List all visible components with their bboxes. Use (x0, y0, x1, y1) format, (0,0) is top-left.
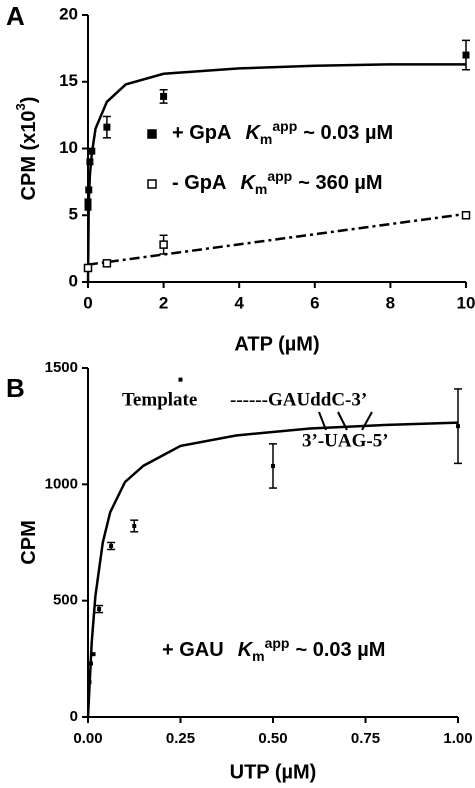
data-point (160, 92, 168, 100)
legend-name: + GpA (172, 122, 231, 144)
data-point (102, 259, 112, 268)
data-point (86, 158, 94, 166)
x-tick-label: 0.25 (166, 730, 195, 747)
data-point (88, 147, 96, 155)
km-sub: m (260, 131, 272, 147)
km-symbol: K (245, 122, 261, 144)
data-point (461, 211, 471, 220)
x-tick-label: 6 (310, 293, 319, 312)
panel-label: B (6, 373, 25, 403)
data-point (103, 123, 111, 131)
data-point (462, 51, 470, 59)
data-point (88, 661, 93, 666)
km-value: ~ 0.03 µM (303, 122, 393, 144)
x-axis-label: UTP (µM) (230, 761, 317, 783)
y-axis-label-sup: 3 (13, 103, 28, 110)
data-point (91, 652, 96, 657)
x-tick-label: 0.50 (258, 730, 287, 747)
y-tick-label: 5 (69, 205, 78, 224)
legend-name: - GpA (172, 172, 226, 194)
panel-label: A (6, 1, 25, 31)
data-point (83, 263, 93, 273)
y-tick-label: 20 (59, 4, 78, 23)
km-symbol: K (238, 639, 254, 661)
y-tick-label: 0 (69, 271, 78, 290)
data-point (271, 463, 275, 468)
x-tick-label: 0 (83, 293, 92, 312)
km-sup: app (267, 168, 292, 184)
km-value: ~ 360 µM (298, 172, 382, 194)
y-axis-label-end: ) (18, 97, 40, 104)
legend-entry: + GAU Kmapp ~ 0.03 µM (162, 635, 385, 664)
legend-entry: + GpA Kmapp ~ 0.03 µM (172, 118, 393, 147)
fit-curve (87, 212, 467, 266)
data-point (456, 424, 460, 429)
y-tick-label: 15 (59, 71, 78, 90)
data-point (87, 680, 92, 685)
x-tick-label: 8 (386, 293, 395, 312)
data-point (109, 543, 114, 548)
legend-marker (147, 129, 157, 139)
x-axis-label: ATP (µM) (234, 333, 319, 355)
data-point (159, 240, 168, 249)
y-axis-label-text: CPM (x10 (18, 110, 40, 200)
x-tick-label: 4 (234, 293, 244, 312)
pair-line (361, 411, 373, 431)
x-tick-label: 0.75 (351, 730, 380, 747)
data-point (84, 198, 92, 206)
y-axis-label: CPM (x103) (13, 97, 40, 201)
data-point (85, 186, 93, 194)
y-tick-label: 1000 (45, 475, 78, 492)
x-tick-label: 2 (159, 293, 168, 312)
x-tick-label: 10 (457, 293, 475, 312)
template-label: Template (122, 389, 197, 410)
y-axis-label: CPM (18, 520, 40, 564)
km-symbol: K (240, 172, 256, 194)
km-sup: app (272, 118, 297, 134)
fit-curve (86, 421, 459, 718)
data-point (97, 607, 102, 612)
partner-strand: 3’-UAG-5’ (302, 430, 389, 451)
data-point (84, 203, 92, 211)
legend-marker (147, 179, 157, 189)
x-tick-label: 0.00 (73, 730, 102, 747)
km-sup: app (265, 635, 290, 651)
y-tick-label: 500 (53, 592, 78, 609)
y-axis-label-text: CPM (18, 520, 40, 564)
km-value: ~ 0.03 µM (295, 639, 385, 661)
y-tick-label: 10 (59, 138, 78, 157)
km-sub: m (252, 648, 264, 664)
data-point (178, 377, 183, 382)
template-strand: ------GAUddC-3’ (230, 389, 367, 410)
x-tick-label: 1.00 (443, 730, 472, 747)
fit-curve (86, 63, 466, 283)
legend-name: + GAU (162, 639, 224, 661)
data-point (132, 523, 137, 528)
km-sub: m (255, 181, 267, 197)
y-tick-label: 1500 (45, 359, 78, 376)
legend-entry: - GpA Kmapp ~ 360 µM (172, 168, 383, 197)
template-diagram: Template ------GAUddC-3’ 3’-UAG-5’ (122, 389, 389, 451)
y-tick-label: 0 (70, 708, 78, 725)
